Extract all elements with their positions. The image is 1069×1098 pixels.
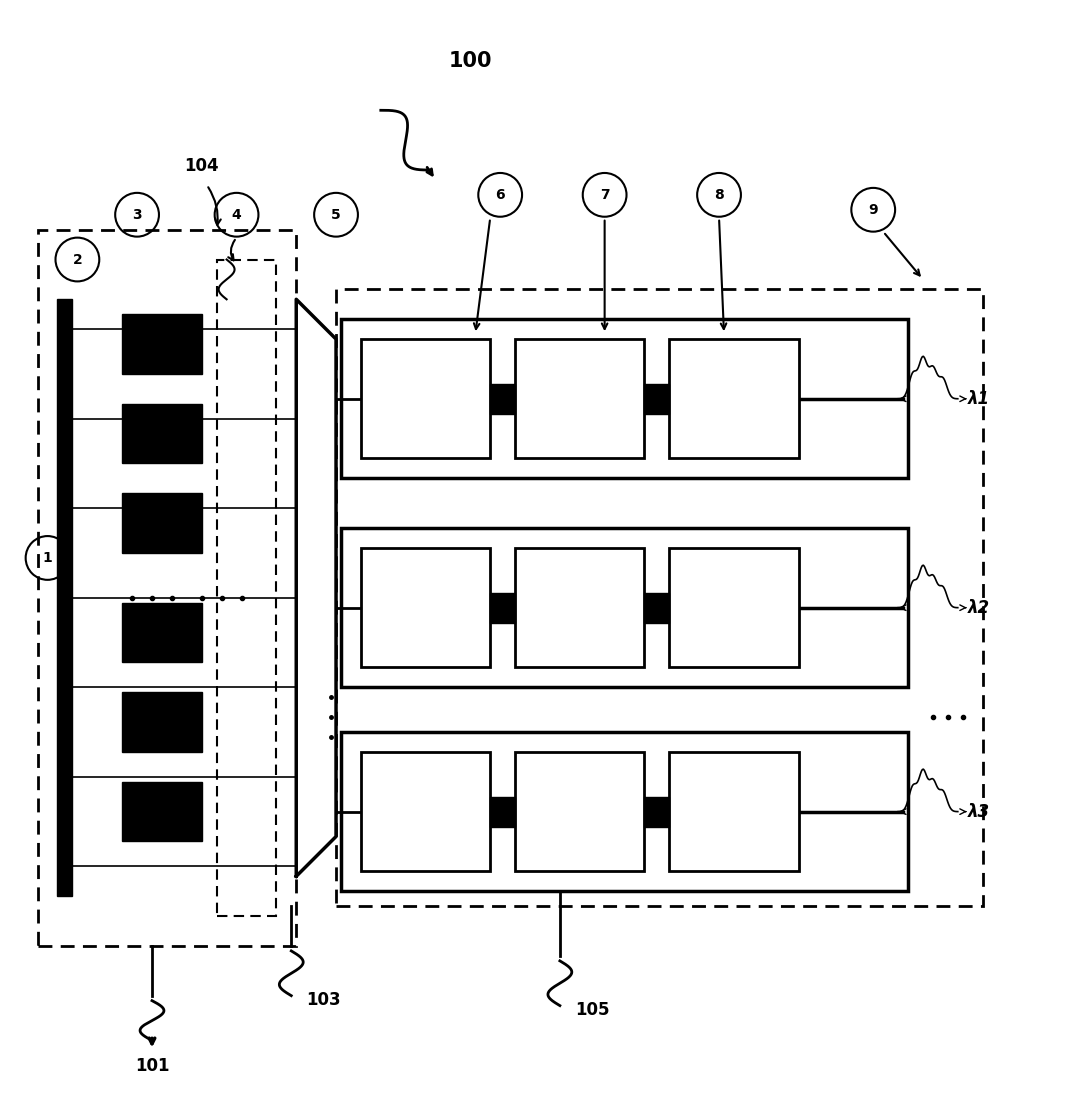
Text: 101: 101 bbox=[135, 1057, 169, 1075]
Bar bbox=[491, 797, 515, 827]
Bar bbox=[515, 339, 645, 459]
Bar bbox=[37, 229, 296, 945]
Bar bbox=[515, 752, 645, 872]
Bar bbox=[122, 692, 202, 752]
Bar bbox=[122, 314, 202, 374]
Text: 105: 105 bbox=[575, 1000, 609, 1019]
Text: 1: 1 bbox=[43, 551, 52, 565]
Polygon shape bbox=[296, 300, 336, 876]
Text: 103: 103 bbox=[306, 990, 341, 1009]
Bar bbox=[361, 548, 491, 668]
Text: 7: 7 bbox=[600, 188, 609, 202]
Bar bbox=[217, 259, 277, 916]
Text: 6: 6 bbox=[495, 188, 505, 202]
Bar bbox=[341, 732, 908, 892]
Text: 4: 4 bbox=[232, 208, 242, 222]
Bar bbox=[491, 593, 515, 623]
Bar bbox=[122, 493, 202, 553]
Text: 5: 5 bbox=[331, 208, 341, 222]
Bar bbox=[122, 782, 202, 841]
Bar bbox=[645, 384, 669, 414]
Text: 9: 9 bbox=[868, 203, 878, 216]
Bar bbox=[341, 528, 908, 687]
Bar bbox=[645, 797, 669, 827]
Bar bbox=[341, 320, 908, 479]
Bar bbox=[491, 384, 515, 414]
Text: 8: 8 bbox=[714, 188, 724, 202]
Bar bbox=[669, 548, 799, 668]
Text: λ2: λ2 bbox=[967, 598, 990, 617]
Text: λ1: λ1 bbox=[967, 390, 990, 407]
Bar bbox=[58, 300, 73, 896]
Bar bbox=[122, 404, 202, 463]
Bar bbox=[669, 339, 799, 459]
Text: 104: 104 bbox=[185, 157, 219, 175]
Text: 3: 3 bbox=[133, 208, 142, 222]
Bar bbox=[336, 290, 982, 906]
Bar bbox=[669, 752, 799, 872]
Bar bbox=[645, 593, 669, 623]
Text: 2: 2 bbox=[73, 253, 82, 267]
Bar bbox=[361, 752, 491, 872]
Bar bbox=[515, 548, 645, 668]
Text: 100: 100 bbox=[449, 51, 492, 70]
Bar bbox=[361, 339, 491, 459]
Text: λ3: λ3 bbox=[967, 803, 990, 820]
Bar bbox=[122, 603, 202, 662]
